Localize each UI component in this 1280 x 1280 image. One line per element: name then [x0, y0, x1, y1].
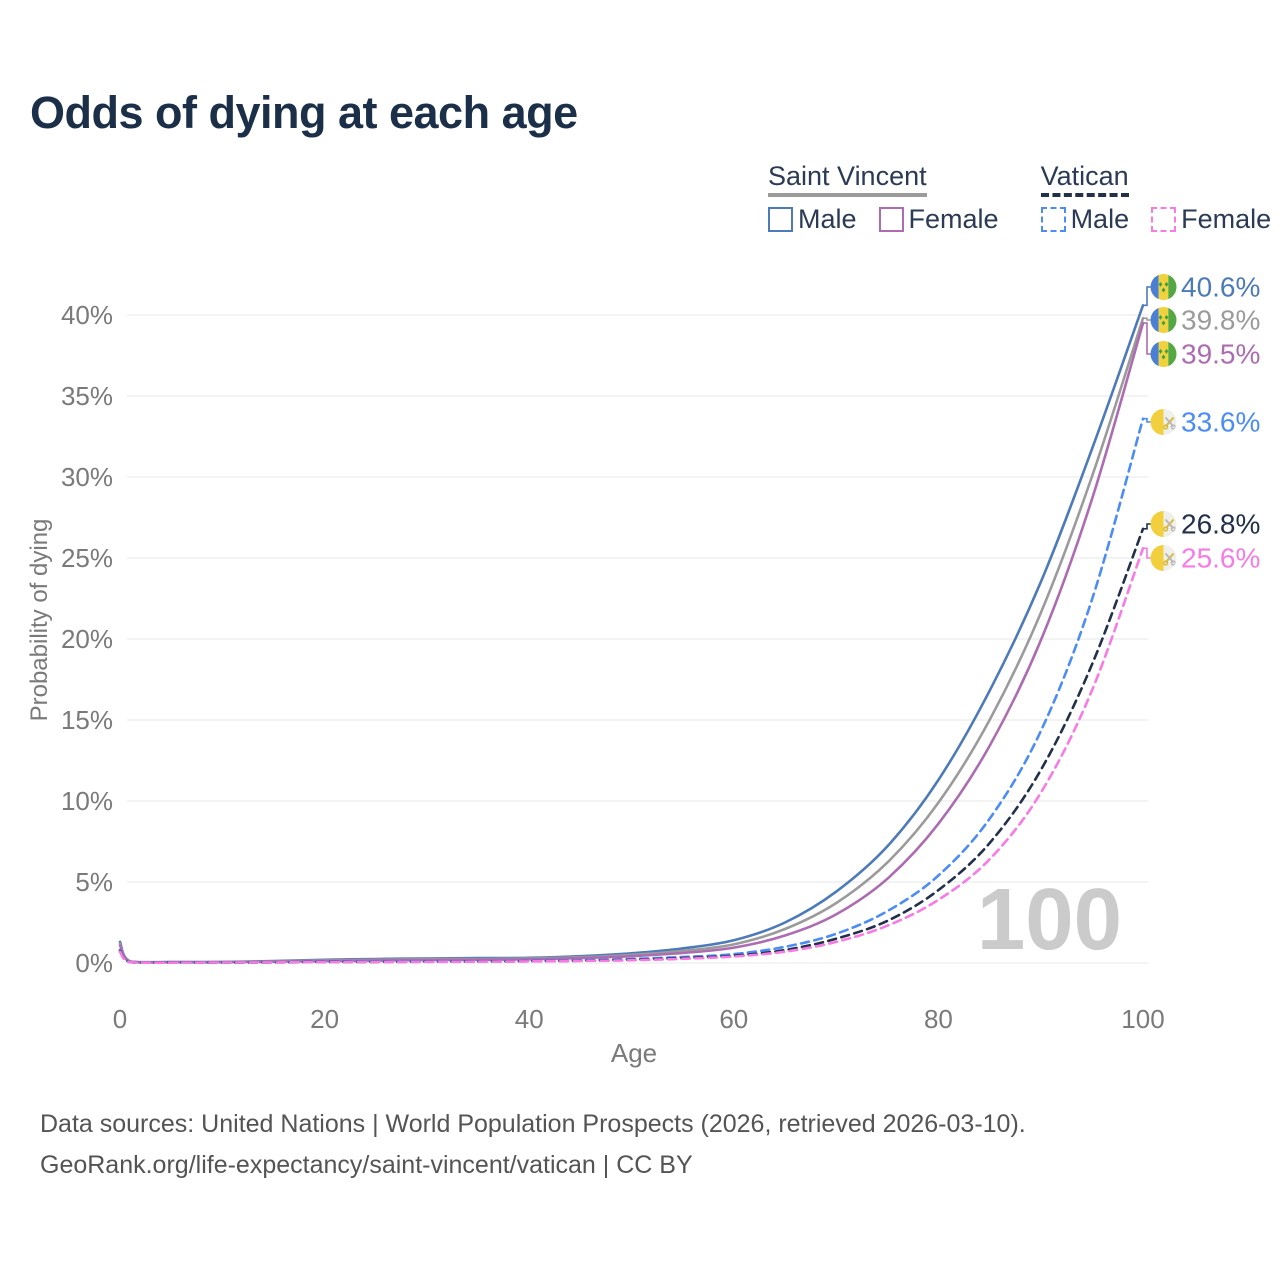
saint-vincent-flag-icon [1150, 307, 1177, 333]
x-tick-label: 20 [310, 1004, 339, 1034]
legend-item-saint-vincent-male[interactable]: Male [768, 206, 857, 233]
end-value-label-saint-vincent-total: 39.8% [1181, 305, 1260, 336]
y-tick-label: 15% [61, 705, 113, 735]
saint-vincent-flag-icon [1150, 274, 1177, 300]
y-tick-label: 10% [61, 786, 113, 816]
legend-item-label: Male [798, 204, 857, 235]
end-value-label-vatican-male: 33.6% [1181, 407, 1260, 438]
series-line-saint-vincent-total [118, 316, 1145, 964]
legend-swatch-saint-vincent-female-icon [878, 207, 904, 233]
legend-swatch-saint-vincent-male-icon [768, 207, 793, 233]
legend-swatch-vatican-female-icon [1151, 207, 1177, 233]
legend-item-label: Male [1070, 204, 1130, 235]
legend-group-saint-vincent: Saint Vincent Male Female [768, 162, 999, 233]
footer-data-sources: Data sources: United Nations | World Pop… [40, 1110, 1026, 1138]
flag-diamond [1164, 349, 1169, 354]
end-value-label-saint-vincent-female: 39.5% [1181, 339, 1260, 370]
vatican-flag-icon [1150, 511, 1177, 537]
end-label-connector [1143, 523, 1151, 530]
series-line-saint-vincent-female [118, 321, 1145, 964]
x-tick-label: 0 [113, 1004, 127, 1034]
x-tick-label: 60 [719, 1004, 748, 1034]
flag-diamond [1158, 282, 1163, 287]
flag-band [1150, 545, 1164, 571]
legend-item-vatican-female[interactable]: Female [1151, 206, 1271, 233]
flag-band [1168, 274, 1177, 300]
y-axis-title: Probability of dying [26, 519, 53, 722]
legend-group-vatican: Vatican Male Female [1040, 162, 1271, 235]
flag-diamond [1161, 354, 1166, 360]
end-value-label-saint-vincent-male: 40.6% [1181, 272, 1260, 303]
flag-diamond [1158, 349, 1163, 354]
age-watermark: 100 [977, 871, 1122, 968]
legend-items-vatican: Male Female [1040, 204, 1271, 235]
y-tick-label: 30% [61, 462, 113, 492]
x-axis-title: Age [611, 1038, 657, 1068]
flag-band [1150, 341, 1159, 367]
flag-key-bow [1170, 560, 1176, 566]
flag-key-bow [1170, 424, 1176, 430]
vatican-flag-icon [1150, 409, 1177, 435]
flag-band [1158, 307, 1169, 333]
end-label-connector [1143, 417, 1151, 423]
end-label-connector [1143, 322, 1151, 355]
legend-item-label: Female [908, 204, 999, 235]
x-tick-label: 80 [924, 1004, 953, 1034]
flag-diamond [1161, 287, 1166, 293]
x-tick-label: 40 [515, 1004, 544, 1034]
end-value-label-vatican-female: 25.6% [1181, 543, 1260, 574]
series-line-saint-vincent-male [118, 304, 1145, 964]
flag-band [1150, 307, 1159, 333]
saint-vincent-flag-icon [1150, 341, 1177, 367]
flag-key-bow [1163, 526, 1169, 532]
flag-band [1158, 341, 1169, 367]
flag-band [1158, 274, 1169, 300]
y-tick-label: 0% [75, 948, 113, 978]
y-tick-label: 5% [75, 867, 113, 897]
legend-swatch-vatican-male-icon [1040, 207, 1066, 233]
flag-key-bow [1163, 560, 1169, 566]
end-value-label-vatican-total: 26.8% [1181, 509, 1260, 540]
y-tick-label: 35% [61, 381, 113, 411]
flag-diamond [1158, 315, 1163, 320]
y-tick-label: 40% [61, 300, 113, 330]
series-line-vatican-female [118, 547, 1145, 965]
flag-key-bow [1170, 526, 1176, 532]
end-label-connector [1143, 286, 1151, 307]
end-label-connector [1143, 317, 1151, 321]
flag-band [1150, 511, 1164, 537]
footer: Data sources: United Nations | World Pop… [40, 1104, 1026, 1186]
footer-attribution: GeoRank.org/life-expectancy/saint-vincen… [40, 1151, 693, 1179]
y-tick-label: 20% [61, 624, 113, 654]
flag-diamond [1164, 282, 1169, 287]
flag-band [1150, 409, 1164, 435]
legend-country-vatican[interactable]: Vatican [1040, 162, 1129, 198]
vatican-flag-icon [1150, 545, 1177, 571]
flag-band [1150, 274, 1159, 300]
legend-country-saint-vincent[interactable]: Saint Vincent [768, 162, 927, 198]
flag-band [1168, 307, 1177, 333]
legend: Saint Vincent Male Female Vatican Male Female [768, 162, 1271, 233]
flag-diamond [1161, 320, 1166, 326]
end-label-connector [1143, 547, 1151, 559]
flag-diamond [1164, 315, 1169, 320]
x-tick-label: 100 [1121, 1004, 1164, 1034]
page-title: Odds of dying at each age [30, 87, 578, 138]
flag-band [1168, 341, 1177, 367]
legend-item-vatican-male[interactable]: Male [1040, 204, 1130, 235]
y-tick-label: 25% [61, 543, 113, 573]
legend-items-saint-vincent: Male Female [768, 206, 999, 233]
legend-item-label: Female [1181, 204, 1272, 235]
flag-key-bow [1163, 424, 1169, 430]
legend-item-saint-vincent-female[interactable]: Female [878, 204, 999, 235]
